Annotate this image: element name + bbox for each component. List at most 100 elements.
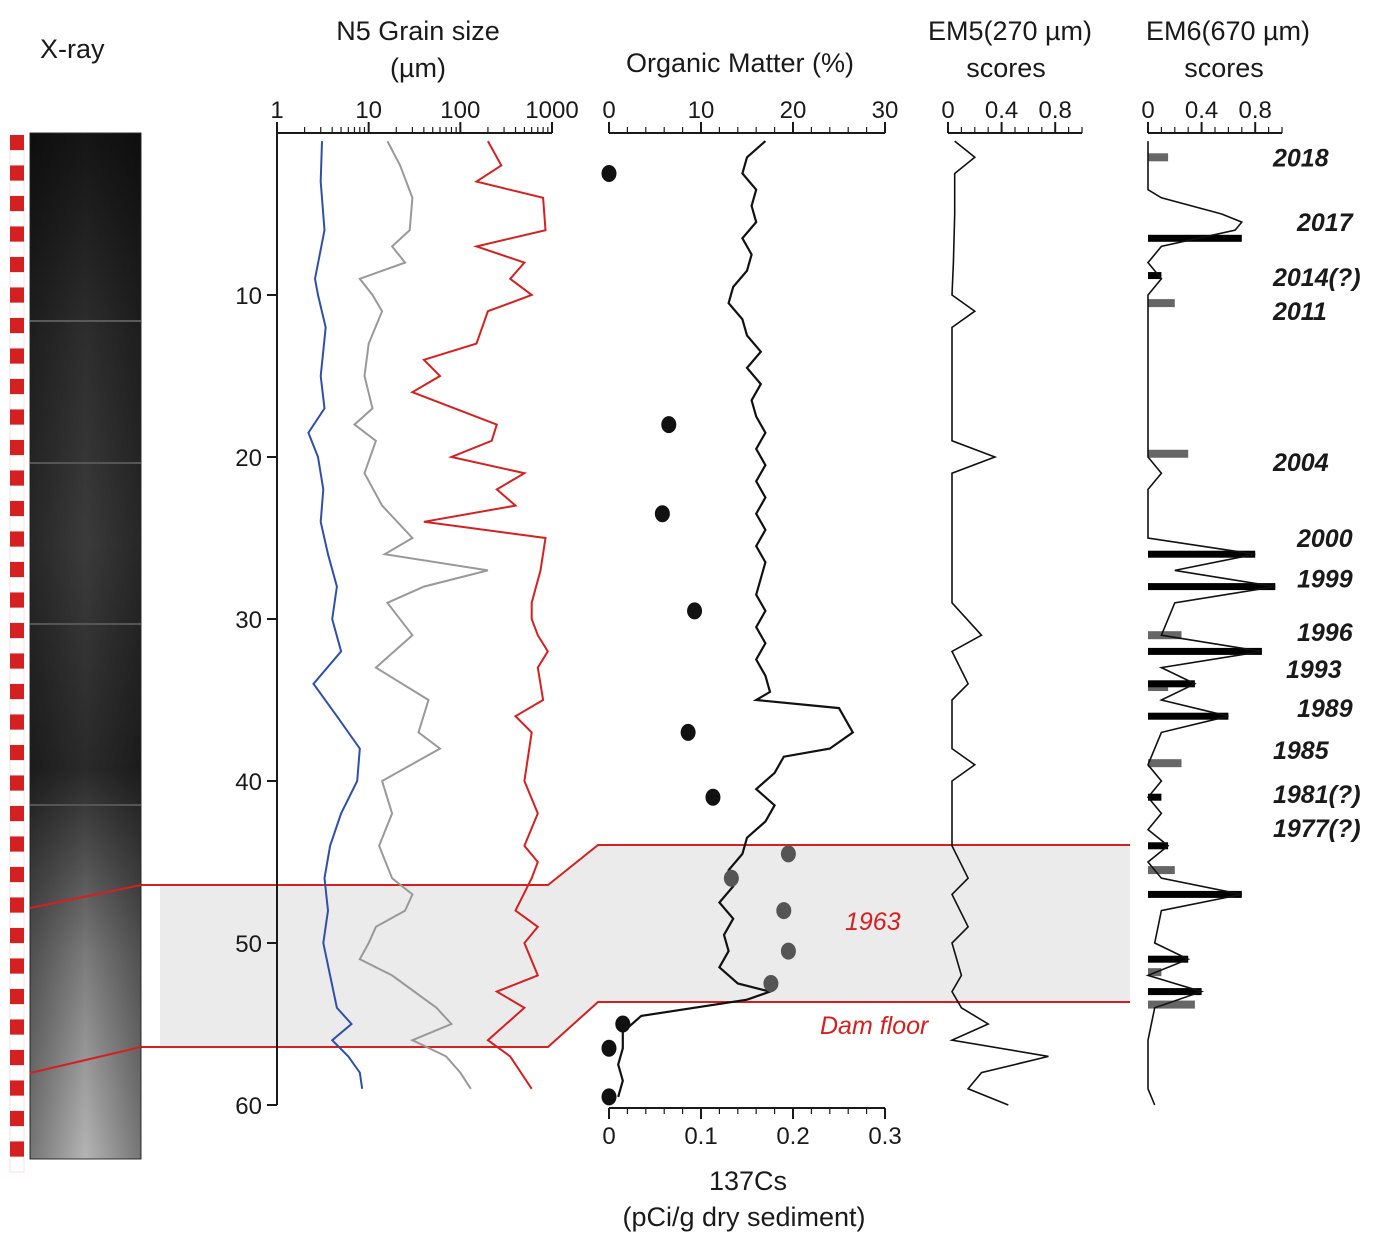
year-label: 1989 [1297, 695, 1353, 723]
em6-black-bar [1148, 550, 1256, 558]
cs137-point [705, 788, 721, 806]
ruler-segment [9, 607, 25, 624]
em6-black-bar [1148, 842, 1169, 850]
xray-core-shading [30, 133, 141, 1159]
ruler-segment [10, 348, 24, 364]
em6-gray-bar [1148, 299, 1175, 308]
ruler-segment [10, 745, 24, 761]
cs137-axis: 0 0.1 0.2 0.3 [602, 1107, 902, 1150]
ruler-segment [10, 897, 24, 913]
organic-matter-title: Organic Matter (%) [626, 48, 854, 78]
ruler-segment [9, 638, 25, 654]
ruler-segment [9, 943, 25, 959]
ruler-segment [9, 912, 25, 929]
cs137-point [601, 1039, 617, 1057]
em6-black-bar [1148, 712, 1229, 720]
depth-tick-label: 60 [235, 1093, 262, 1120]
year-label: 1985 [1273, 737, 1330, 765]
cs137-point [763, 975, 779, 992]
ruler-segment [9, 1034, 25, 1051]
cs137-point [654, 505, 670, 523]
ruler-segment [10, 653, 24, 669]
axis-tick-label: 0 [1141, 97, 1154, 124]
grain-size-line [352, 140, 489, 1090]
ruler-segment [10, 928, 24, 944]
ruler-segment [9, 1126, 25, 1142]
em6-axis: 0 0.4 0.8 [1141, 97, 1283, 134]
ruler-segment [9, 790, 25, 807]
year-label: 2017 [1296, 209, 1354, 237]
core-boundary-line [29, 1046, 142, 1074]
ruler-segment [10, 1019, 24, 1035]
ruler-segment [9, 882, 25, 898]
grain-size-unit: (µm) [390, 53, 446, 83]
ruler-segment [10, 623, 24, 639]
axis-tick-label: 0.1 [684, 1123, 717, 1150]
em6-bars [1148, 153, 1276, 1009]
em5-series [949, 140, 1049, 1106]
ruler-segment [10, 836, 24, 852]
ruler-segment [9, 150, 25, 166]
year-label: 1999 [1297, 566, 1353, 594]
axis-tick-label: 0.8 [1239, 97, 1272, 124]
axis-tick-label: 1000 [525, 97, 578, 124]
ruler-segment [10, 379, 24, 395]
ruler-segment [10, 1050, 24, 1066]
ruler-segment [10, 989, 24, 1005]
ruler-segment [10, 501, 24, 517]
year-labels: 2018 2017 2014(?) 2011 2004 2000 1999 1996 1993 1… [1272, 144, 1361, 843]
em6-gray-bar [1148, 866, 1175, 875]
cs137-point [780, 845, 796, 863]
year-label: 1996 [1297, 619, 1354, 647]
em6-gray-bar [1148, 153, 1169, 162]
organic-matter-series [617, 140, 855, 1098]
ruler-segment [9, 577, 25, 593]
organic-matter-axis: 0 10 20 30 [602, 97, 898, 134]
year-label: 1993 [1286, 656, 1342, 684]
em6-black-bar [1148, 988, 1202, 996]
cs137-point [780, 942, 796, 960]
ruler-segment [10, 806, 24, 822]
depth-tick-label: 40 [235, 769, 262, 796]
ruler-segment [10, 592, 24, 608]
year-label: 1981(?) [1273, 781, 1361, 809]
year-label: 2004 [1272, 449, 1329, 477]
axis-tick-label: 0.3 [868, 1123, 901, 1150]
em5-panel: EM5(270 µm) scores 0 0.4 0.8 [928, 16, 1092, 1106]
ruler-segment [10, 287, 24, 303]
em6-line [1145, 141, 1276, 1106]
em6-black-bar [1148, 680, 1195, 688]
grain-size-panel: N5 Grain size (µm) 1 10 100 1000 [270, 16, 579, 1090]
ruler-segment [9, 1065, 25, 1081]
axis-tick-label: 10 [355, 97, 382, 124]
depth-tick-label: 30 [235, 607, 262, 634]
axis-tick-label: 20 [780, 97, 807, 124]
ruler-segment [9, 1156, 25, 1173]
band-lower-boundary [141, 1001, 1130, 1048]
em6-black-bar [1148, 647, 1262, 655]
cs137-point [687, 602, 703, 620]
axis-tick-label: 0 [602, 1123, 615, 1150]
ruler-segment [9, 272, 25, 288]
axis-tick-label: 0 [602, 97, 615, 124]
ruler-segment [9, 821, 25, 837]
cs137-point [723, 869, 739, 887]
ruler-segment [10, 562, 24, 578]
ruler-segment [9, 424, 25, 441]
ruler-segment [9, 363, 25, 380]
ruler-segment [10, 257, 24, 273]
cs137-point [615, 1015, 631, 1033]
grain-size-axis: 1 10 100 1000 [270, 97, 579, 134]
ruler-segment [9, 699, 25, 715]
ruler-segment [10, 318, 24, 334]
peak-1963-label: 1963 [845, 908, 901, 936]
em6-title: EM6(670 µm) [1146, 16, 1310, 46]
axis-tick-label: 0.2 [776, 1123, 809, 1150]
em5-line [949, 140, 1049, 1106]
grain-size-line [307, 141, 364, 1089]
em6-black-bar [1148, 272, 1162, 280]
organic-matter-line [617, 140, 855, 1098]
ruler-segment [9, 180, 25, 197]
year-label: 1977(?) [1273, 815, 1361, 843]
ruler-segment [9, 394, 25, 410]
